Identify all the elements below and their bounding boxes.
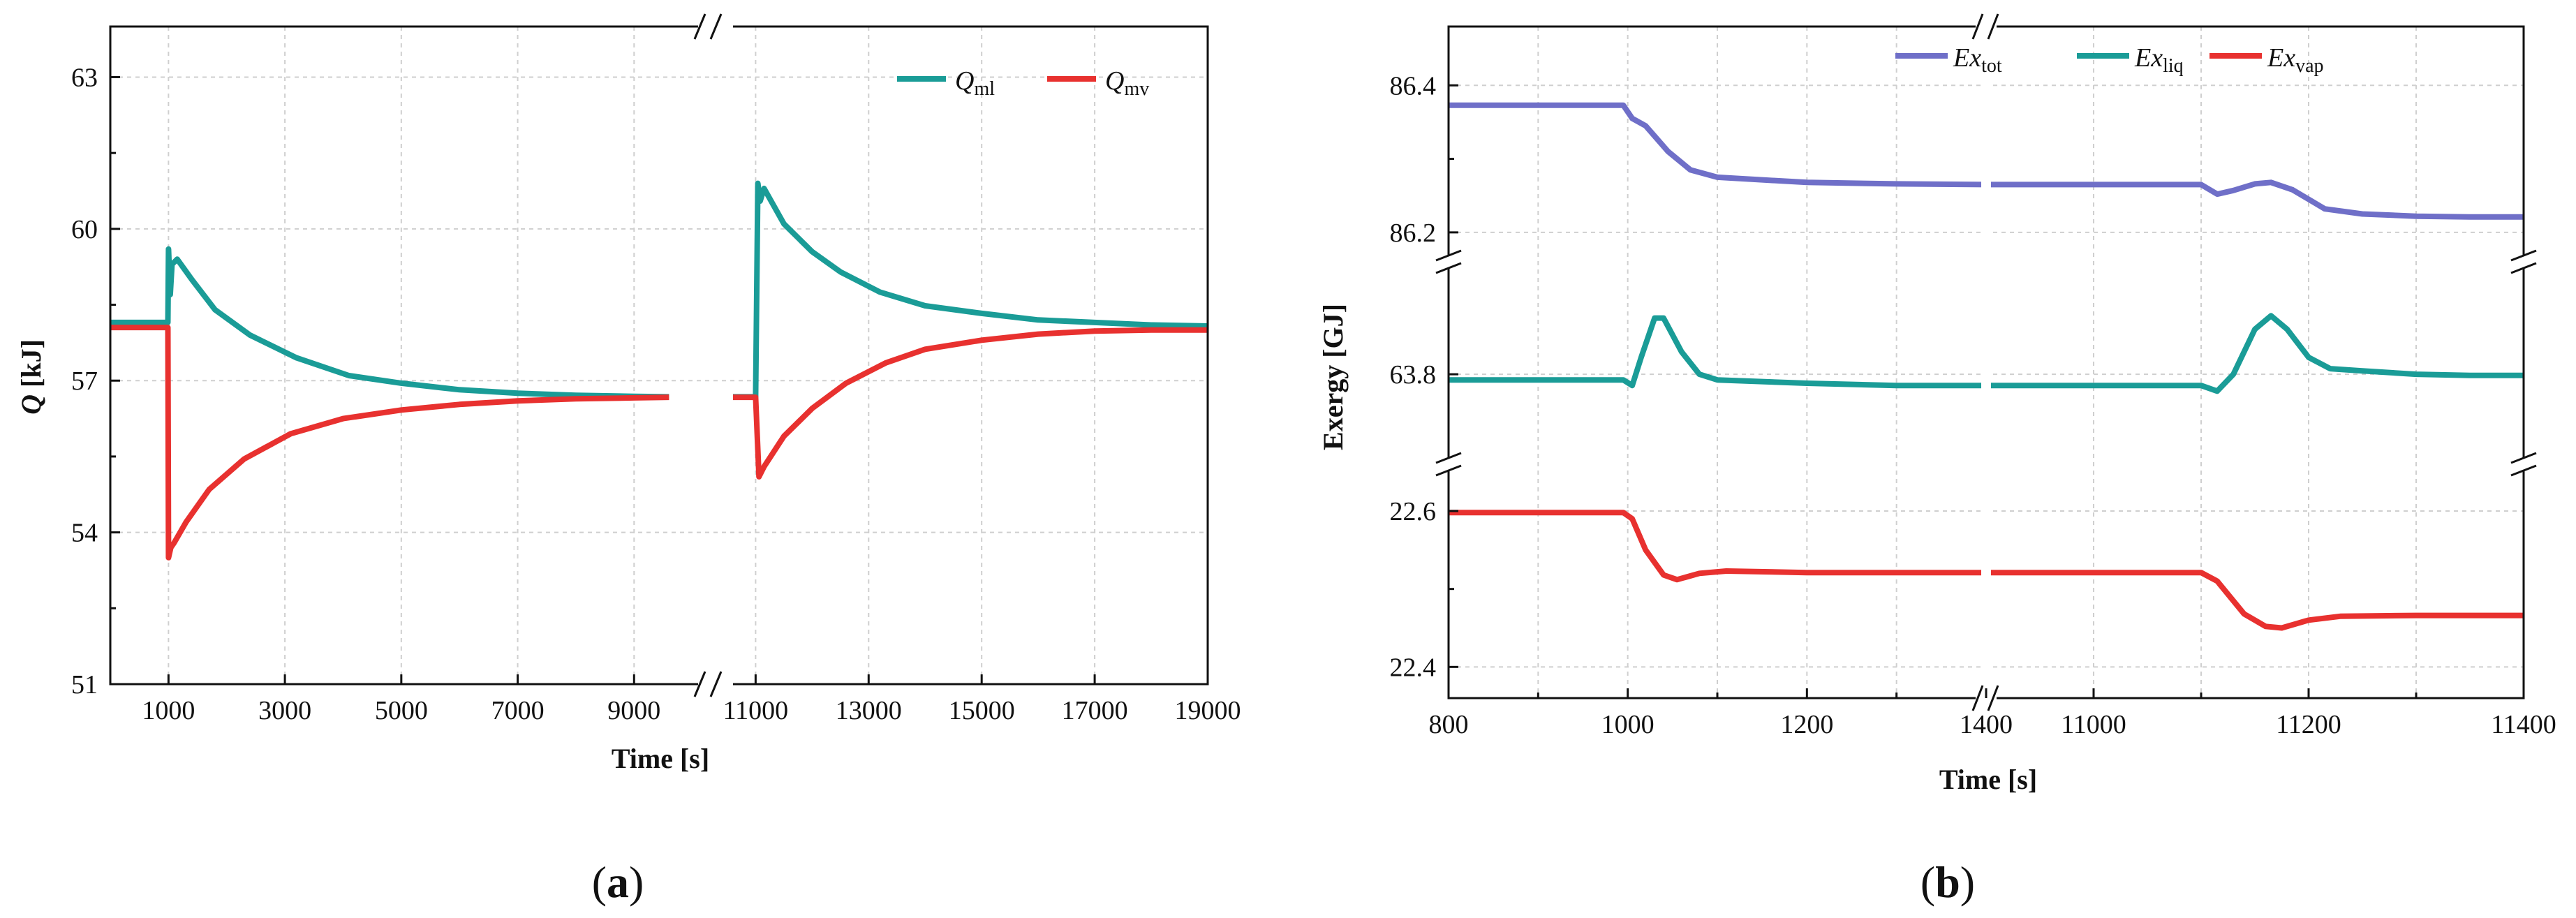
legend-label-ex-vap: Exvap	[2267, 43, 2324, 77]
panel-b-y-tick-label: 63.8	[1390, 360, 1437, 390]
panel-a-x-axis-title: Time [s]	[612, 743, 709, 774]
panel-b-y-tick-label: 22.6	[1390, 497, 1437, 526]
panel-a-y-tick-label: 57	[71, 367, 98, 396]
panel-b-bottom-break-mark	[1971, 685, 1984, 711]
panel-b-x-ticks: 800 1000 1200 1400 11000 11200 11400	[1429, 688, 2556, 739]
panel-a-y-tick-label: 51	[71, 670, 98, 699]
panel-a-x-tick-label: 15000	[949, 696, 1015, 725]
panel-b-y-break-gap	[2518, 255, 2529, 269]
panel-a-y-axis-title: Q [kJ]	[15, 339, 47, 415]
panel-a-x-tick-label: 9000	[607, 696, 660, 725]
series-line-q-ml	[110, 246, 669, 400]
series-line-ex-tot	[1986, 179, 2524, 220]
panel-a-y-ticks: 51 54 57 60 63	[71, 63, 120, 699]
panel-a-x-tick-label: 5000	[375, 696, 428, 725]
panel-a-bottom-break-mark	[693, 671, 706, 697]
panel-b-x-axis-title: Time [s]	[1939, 764, 2037, 795]
series-line-q-mv	[733, 327, 1208, 480]
panel-b-x-tick-label: 11400	[2491, 710, 2556, 739]
panel-b-y-break-gap	[2518, 457, 2529, 471]
panel-a-grid	[110, 27, 1208, 685]
panel-b-x-tick-label: 1000	[1601, 710, 1655, 739]
panel-a-top-break-mark	[693, 13, 706, 40]
panel-b-lines	[1449, 102, 2524, 631]
panel-b-x-break-gap	[1981, 32, 1991, 693]
panel-b-y-break-mark	[1435, 452, 1462, 464]
panel-b-bottom-break-mark	[1987, 685, 1999, 711]
legend-label-q-ml: Qml	[955, 66, 995, 100]
panel-b-y-break-gap	[1443, 457, 1454, 471]
panel-b-y-break-mark	[1435, 262, 1462, 274]
panel-b-top-break-mark	[1987, 13, 1999, 40]
series-line-q-mv	[110, 325, 669, 561]
series-line-q-ml	[733, 180, 1208, 400]
panel-b-y-tick-label: 86.4	[1390, 71, 1437, 101]
series-line-ex-liq	[1986, 313, 2524, 394]
panel-b-y-break-mark	[2510, 464, 2537, 477]
series-line-ex-vap	[1986, 570, 2524, 631]
panel-a-x-tick-label: 19000	[1175, 696, 1241, 725]
panel-a-y-tick-label: 63	[71, 63, 98, 92]
panel-b-x-tick-label: 1200	[1780, 710, 1833, 739]
panel-a-x-ticks: 1000 3000 5000 7000 9000 11000 13000 15000 17000…	[142, 674, 1241, 725]
legend-label-q-mv: Qmv	[1105, 66, 1149, 100]
panel-a-lines	[110, 180, 1208, 561]
panel-b-y-tick-label: 86.2	[1390, 219, 1437, 248]
panel-b-y-break-mark	[1435, 249, 1462, 262]
panel-b-legend: Extot Exliq Exvap	[1895, 43, 2324, 77]
panel-b-y-ticks: 86.2 86.4 63.8 22.4 22.6	[1390, 71, 1458, 682]
panel-b-y-break-mark	[2510, 262, 2537, 274]
panel-a-label: (a)	[592, 857, 644, 907]
panel-a-frame	[109, 13, 1209, 697]
panel-b-x-tick-label: 800	[1429, 710, 1469, 739]
panel-a-top-break-mark	[709, 13, 723, 40]
panel-b-frame	[1435, 13, 2537, 711]
panel-b-y-break-mark	[1435, 464, 1462, 477]
panel-b-x-tick-label: 11200	[2276, 710, 2341, 739]
series-line-ex-vap	[1449, 510, 1986, 583]
series-line-ex-tot	[1449, 102, 1987, 188]
panel-a-x-tick-label: 11000	[723, 696, 789, 725]
panel-a-x-tick-label: 3000	[258, 696, 311, 725]
legend-label-ex-tot: Extot	[1953, 43, 2002, 77]
panel-a-x-tick-label: 13000	[836, 696, 902, 725]
panel-b-y-break-mark	[2510, 452, 2537, 464]
panel-b-x-tick-label: 11000	[2061, 710, 2126, 739]
panel-a-x-tick-label: 1000	[142, 696, 195, 725]
panel-b-label: (b)	[1920, 857, 1975, 907]
panel-a-x-tick-label: 17000	[1062, 696, 1128, 725]
panel-a-y-tick-label: 54	[71, 519, 98, 548]
panel-a-y-tick-label: 60	[71, 215, 98, 244]
panel-a-plot-frame	[109, 25, 1209, 686]
series-line-ex-liq	[1449, 315, 1986, 389]
panel-a-chart: 51 54 57 60 63 1000 3000 5000 7000 9000 11000 1300…	[15, 13, 1241, 907]
panel-b-y-tick-label: 22.4	[1390, 653, 1437, 682]
panel-b-x-tick-label: 1400	[1960, 710, 2013, 739]
panel-b-y-break-mark	[2510, 249, 2537, 262]
panel-b-chart: 86.2 86.4 63.8 22.4 22.6 800 1000 1200 1400 1100…	[1317, 13, 2556, 907]
panel-b-top-break-mark	[1971, 13, 1984, 40]
panel-b-y-break-gap	[1443, 255, 1454, 269]
legend-label-ex-liq: Exliq	[2134, 43, 2184, 77]
panel-a-x-tick-label: 7000	[491, 696, 545, 725]
panel-a-legend: Qml Qmv	[897, 66, 1149, 100]
panel-a-bottom-break-mark	[709, 671, 723, 697]
panel-b-y-axis-title: Exergy [GJ]	[1317, 304, 1349, 450]
